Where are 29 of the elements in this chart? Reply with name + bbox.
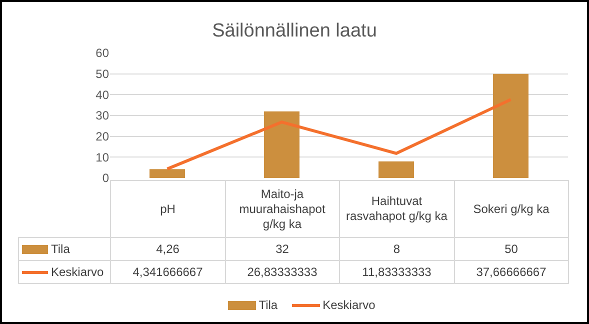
y-tick-label: 0 (102, 171, 110, 186)
y-tick-label: 60 (96, 46, 110, 60)
legend-label: Tila (51, 242, 70, 256)
line-series (166, 98, 512, 170)
data-label: 4,26 (110, 237, 226, 261)
data-label: 37,66666667 (454, 260, 569, 284)
data-label: 50 (454, 237, 569, 261)
bar (150, 169, 185, 178)
legend-label: Keskiarvo (51, 264, 104, 280)
y-tick-label: 40 (96, 88, 110, 102)
x-tick-label: pH (110, 180, 226, 238)
y-tick-label: 30 (96, 108, 110, 123)
data-label: 32 (224, 237, 340, 261)
chart-title: Säilönnällinen laatu (212, 20, 377, 42)
y-tick-label: 50 (96, 67, 110, 82)
data-label: 11,83333333 (339, 260, 454, 284)
text: Tila (258, 298, 278, 312)
y-tick-label: 10 (96, 150, 110, 164)
y-tick-label: 20 (96, 130, 110, 144)
text: Keskiarvo (322, 298, 376, 312)
bar (493, 74, 528, 178)
x-tick-label: Maito-ja muurahaishapot g/kg ka (224, 180, 340, 238)
data-label: 4,341666667 (110, 260, 226, 284)
x-tick-label: Haihtuvat rasvahapot g/kg ka (339, 180, 454, 238)
x-tick-label: Sokeri g/kg ka (454, 180, 569, 238)
bar (378, 161, 414, 178)
bar (264, 111, 300, 178)
data-label: 8 (339, 237, 454, 261)
data-label: 26,83333333 (224, 260, 340, 284)
